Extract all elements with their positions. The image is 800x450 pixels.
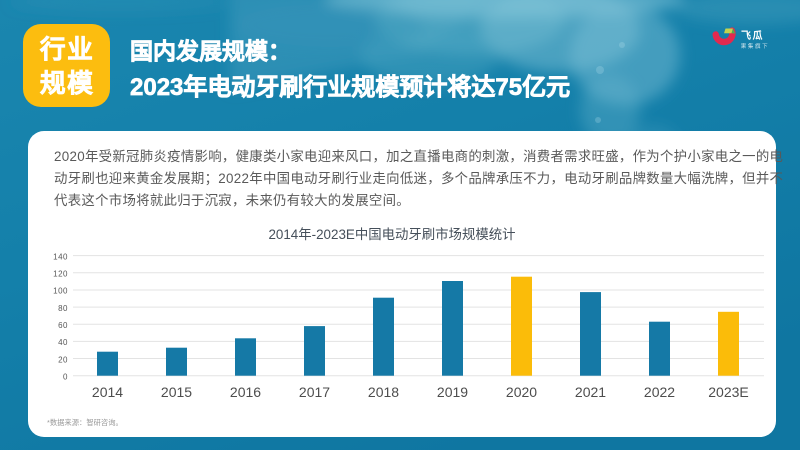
- svg-text:2022: 2022: [644, 384, 675, 400]
- svg-text:2023E: 2023E: [708, 384, 748, 400]
- svg-text:100: 100: [53, 287, 68, 296]
- svg-text:2014年-2023E中国电动牙刷市场规模统计: 2014年-2023E中国电动牙刷市场规模统计: [268, 226, 515, 242]
- svg-text:0: 0: [63, 373, 68, 382]
- svg-text:2018: 2018: [368, 384, 399, 400]
- svg-text:2021: 2021: [575, 384, 606, 400]
- svg-text:2014: 2014: [92, 384, 123, 400]
- svg-text:120: 120: [53, 270, 68, 279]
- svg-text:2015: 2015: [161, 384, 192, 400]
- svg-text:140: 140: [53, 252, 68, 261]
- svg-text:40: 40: [58, 338, 68, 347]
- svg-text:80: 80: [58, 304, 68, 313]
- svg-text:2019: 2019: [437, 384, 468, 400]
- svg-text:2020: 2020: [506, 384, 537, 400]
- svg-text:60: 60: [58, 321, 68, 330]
- svg-text:2016: 2016: [230, 384, 261, 400]
- svg-text:20: 20: [58, 355, 68, 364]
- svg-text:2017: 2017: [299, 384, 330, 400]
